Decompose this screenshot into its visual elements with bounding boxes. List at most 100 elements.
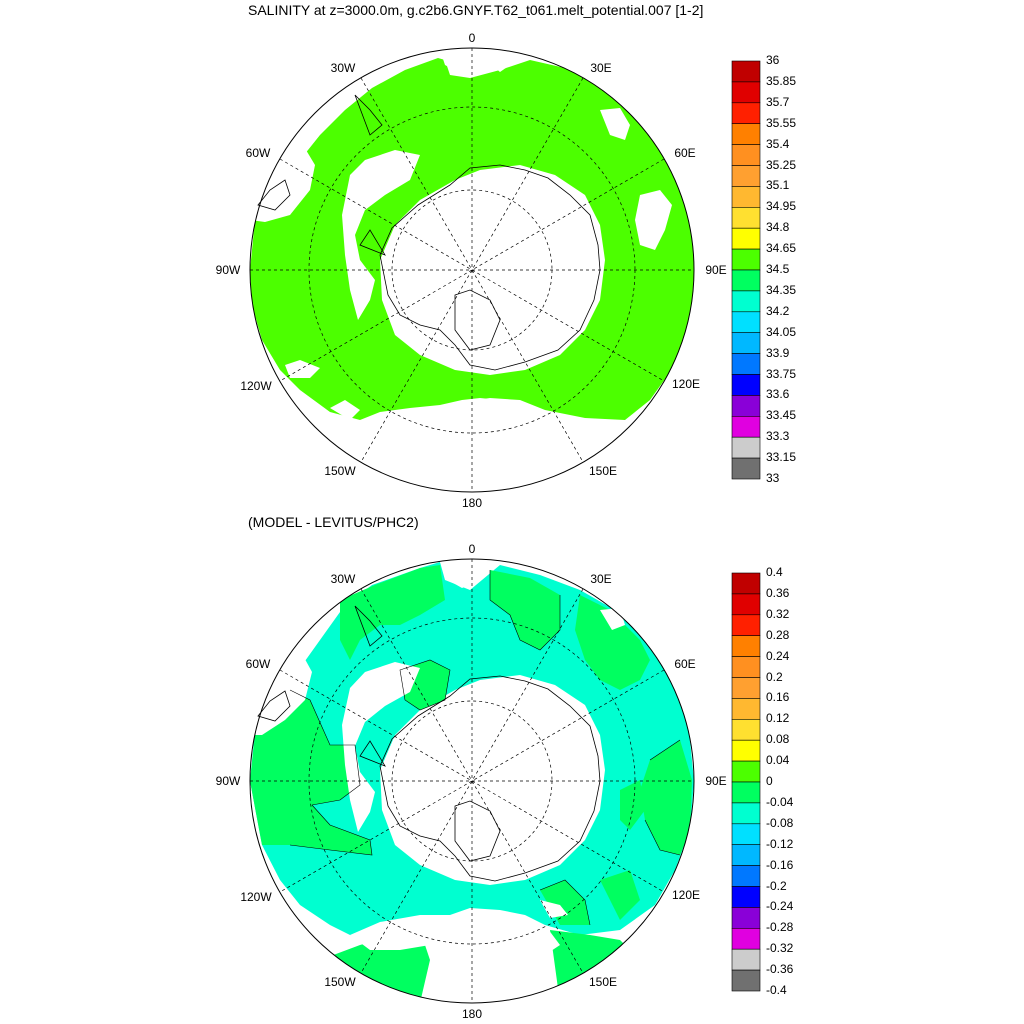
colorbar-swatch (731, 311, 761, 333)
bottom-southamerica-coastline (257, 605, 383, 722)
top-colorbar (731, 60, 761, 480)
bottom-colorbar (731, 572, 761, 992)
colorbar-label: 35.4 (766, 136, 790, 151)
top-salinity-field (250, 58, 694, 420)
top-lon-label: 180 (462, 496, 482, 510)
colorbar-swatch (731, 718, 761, 741)
top-graticule (250, 48, 694, 492)
bottom-graticule (250, 559, 694, 1003)
colorbar-swatch (731, 969, 761, 992)
colorbar-swatch (731, 165, 761, 187)
colorbar-label: 34.2 (766, 303, 790, 318)
bottom-diff-positive-north (340, 565, 650, 690)
top-nodata-atlantic (440, 48, 510, 72)
bottom-diff-positive-east (620, 740, 692, 855)
top-map-title: SALINITY at z=3000.0m, g.c2b6.GNYF.T62_t… (248, 2, 704, 18)
colorbar-label: 33.9 (766, 345, 790, 360)
colorbar-label: -0.4 (766, 983, 787, 997)
colorbar-label: 0.32 (766, 606, 790, 621)
top-lon-label: 120W (240, 379, 272, 393)
colorbar-swatch (731, 593, 761, 616)
top-lon-label: 120E (672, 377, 700, 391)
bottom-lon-label: 30E (590, 572, 611, 586)
bottom-lon-label: 60E (674, 657, 695, 671)
colorbar-label: 34.5 (766, 262, 790, 276)
colorbar-label: -0.08 (766, 815, 794, 830)
colorbar-swatch (731, 353, 761, 375)
bottom-antarctica-coastline (359, 675, 601, 882)
bottom-lon-label: 90W (216, 774, 241, 788)
colorbar-swatch (731, 698, 761, 720)
top-lon-label: 90W (216, 263, 241, 277)
bottom-diff-positive-south (320, 660, 640, 1003)
bottom-lon-label: 120E (672, 888, 700, 902)
top-nodata-weddell (342, 150, 420, 320)
bottom-nodata-atlantic (440, 562, 625, 630)
colorbar-label: -0.2 (766, 878, 787, 893)
bottom-lon-label: 150E (589, 975, 617, 989)
colorbar-label: 0.28 (766, 627, 790, 642)
top-lon-label: 150E (589, 464, 617, 478)
colorbar-label: -0.32 (766, 941, 794, 956)
bottom-lon-label: 60W (246, 657, 271, 671)
top-lon-label: 60E (674, 146, 695, 160)
top-lon-label: 0 (469, 31, 476, 45)
colorbar-swatch (731, 374, 761, 396)
colorbar-swatch (731, 927, 761, 950)
top-lon-label: 60W (246, 146, 271, 160)
colorbar-swatch (731, 886, 761, 908)
top-lon-label: 150W (324, 464, 356, 478)
colorbar-label: -0.28 (766, 920, 794, 935)
colorbar-label: 33.45 (766, 408, 797, 423)
colorbar-label: 0.04 (766, 753, 790, 768)
colorbar-label: 34.65 (766, 241, 797, 256)
colorbar-label: 0.24 (766, 648, 790, 663)
colorbar-swatch (731, 290, 761, 313)
colorbar-label: 33.75 (766, 366, 797, 381)
bottom-lon-label: 90E (705, 774, 726, 788)
colorbar-swatch (731, 572, 761, 595)
colorbar-swatch (731, 332, 761, 354)
colorbar-swatch (731, 948, 761, 971)
colorbar-label: 36 (766, 53, 780, 67)
top-nodata-southwest (285, 360, 360, 420)
colorbar-swatch (731, 614, 761, 636)
colorbar-label: 35.1 (766, 178, 790, 193)
colorbar-label: -0.04 (766, 794, 794, 809)
colorbar-label: 0.12 (766, 711, 790, 726)
colorbar-swatch (731, 907, 761, 929)
colorbar-swatch (731, 186, 761, 208)
colorbar-label: 0.2 (766, 669, 783, 684)
colorbar-label: 0.36 (766, 585, 790, 600)
colorbar-swatch (731, 781, 761, 804)
bottom-lon-label: 30W (331, 572, 356, 586)
bottom-map-border (249, 558, 695, 1004)
colorbar-swatch (731, 739, 761, 762)
colorbar-swatch (731, 844, 761, 866)
bottom-polar-map (249, 558, 695, 1004)
colorbar-swatch (731, 102, 761, 125)
colorbar-label: -0.36 (766, 962, 794, 977)
colorbar-swatch (731, 802, 761, 825)
colorbar-swatch (731, 823, 761, 845)
colorbar-label: 33.3 (766, 429, 790, 444)
colorbar-swatch (731, 656, 761, 678)
colorbar-swatch (731, 865, 761, 887)
colorbar-label: 35.85 (766, 73, 797, 88)
colorbar-label: -0.12 (766, 836, 794, 851)
colorbar-label: 0 (766, 774, 773, 788)
bottom-lon-label: 150W (324, 975, 356, 989)
colorbar-swatch (731, 207, 761, 229)
bottom-lon-label: 120W (240, 890, 272, 904)
colorbar-swatch (731, 395, 761, 417)
top-nodata-east-band (600, 108, 672, 250)
colorbar-label: 0.4 (766, 565, 783, 579)
top-antarctica-coastline (359, 164, 601, 371)
colorbar-label: 0.08 (766, 732, 790, 747)
colorbar-label: 34.95 (766, 199, 797, 214)
colorbar-swatch (731, 436, 761, 459)
colorbar-swatch (731, 457, 761, 480)
colorbar-swatch (731, 760, 761, 783)
top-map-border (249, 47, 695, 493)
